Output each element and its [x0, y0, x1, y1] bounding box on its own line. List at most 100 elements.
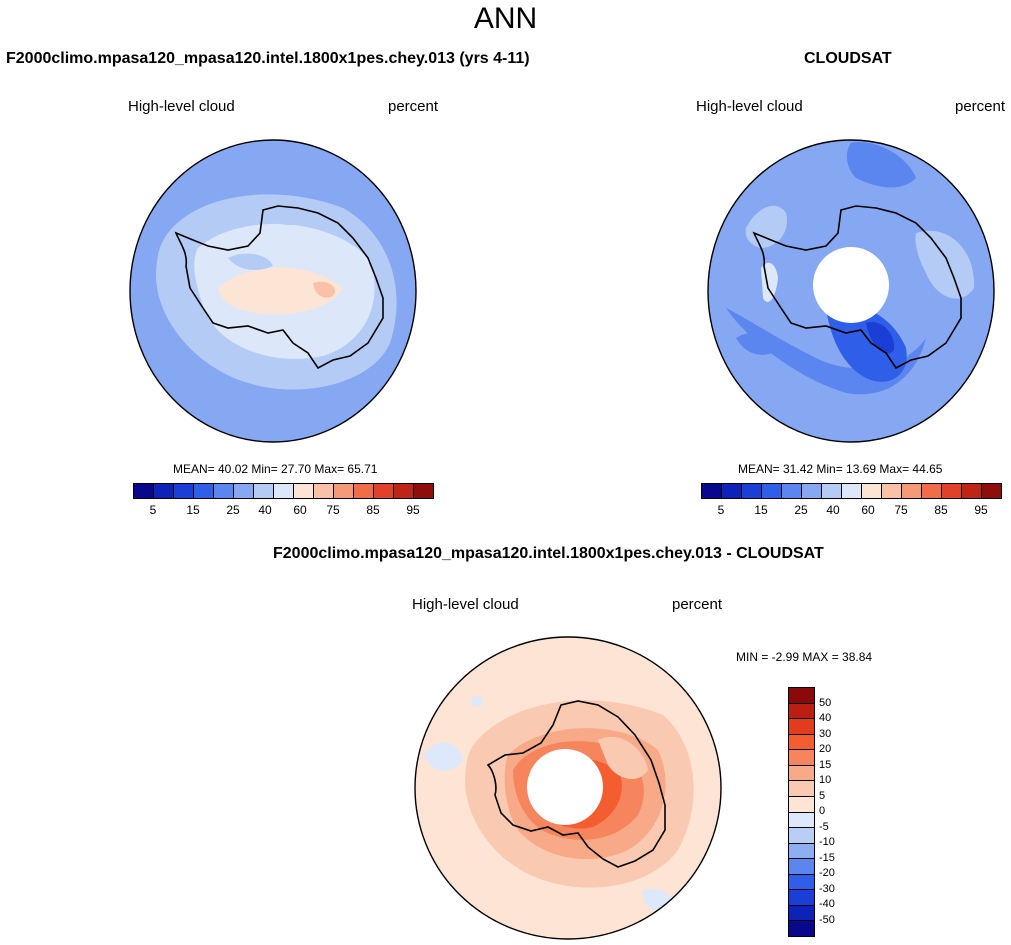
panel-a-colorbar: [133, 483, 434, 499]
cbar-a-tick: 75: [326, 503, 340, 517]
cbar-b-tick: 95: [974, 503, 988, 517]
cbar-b-swatch: [742, 484, 762, 498]
cbar-c-tick: 40: [819, 712, 832, 724]
panel-a-colorbar-ticks: 5 15 25 40 60 75 85 95: [133, 503, 432, 519]
cbar-b-swatch: [942, 484, 962, 498]
panel-c-polar-gap: [527, 749, 603, 825]
cbar-a-tick: 85: [366, 503, 380, 517]
panel-b-min-core: [866, 322, 895, 354]
panel-b-units-label: percent: [955, 98, 1006, 115]
cbar-c-tick: -40: [819, 898, 835, 910]
panel-b-title: CLOUDSAT: [804, 50, 892, 67]
panel-a-antarctica-outline: [174, 205, 384, 370]
cbar-b-swatch: [982, 484, 1001, 498]
cbar-c-tick: 0: [819, 805, 826, 817]
panel-a-low-patch: [228, 253, 273, 270]
panel-b-east-patch: [915, 230, 975, 299]
cbar-b-swatch: [882, 484, 902, 498]
cbar-c-swatch: [789, 890, 814, 906]
panel-b-map: [707, 139, 995, 443]
cbar-b-swatch: [762, 484, 782, 498]
cbar-a-swatch: [234, 484, 254, 498]
cbar-b-swatch: [802, 484, 822, 498]
cbar-a-swatch: [294, 484, 314, 498]
cbar-c-swatch: [789, 781, 814, 797]
cbar-a-tick: 95: [406, 503, 420, 517]
cbar-a-swatch: [214, 484, 234, 498]
cbar-a-swatch: [254, 484, 274, 498]
panel-b-low-patch: [736, 332, 781, 355]
cbar-b-swatch: [722, 484, 742, 498]
cbar-c-swatch: [789, 765, 814, 782]
cbar-b-tick: 75: [894, 503, 908, 517]
cbar-c-swatch: [789, 828, 814, 844]
panel-c-negative-patch: [423, 742, 463, 771]
cbar-c-tick: -15: [819, 852, 835, 864]
cbar-a-swatch: [154, 484, 174, 498]
panel-b-min-region: [826, 304, 907, 382]
cbar-a-swatch: [194, 484, 214, 498]
cbar-c-swatch: [789, 750, 814, 766]
cbar-c-swatch: [789, 734, 814, 751]
cbar-a-swatch: [274, 484, 294, 498]
cbar-c-tick: 50: [819, 697, 832, 709]
panel-c-stats: MIN = -2.99 MAX = 38.84: [736, 650, 873, 664]
cbar-c-swatch: [789, 719, 814, 735]
cbar-a-tick: 40: [258, 503, 272, 517]
cbar-a-tick: 15: [186, 503, 200, 517]
panel-a-map: [129, 139, 417, 443]
cbar-a-swatch: [394, 484, 414, 498]
cbar-b-tick: 5: [717, 503, 725, 517]
cbar-a-swatch: [374, 484, 394, 498]
panel-a-title: F2000climo.mpasa120_mpasa120.intel.1800x…: [6, 50, 530, 67]
panel-b-polar-gap: [813, 247, 889, 323]
cbar-c-tick: 20: [819, 743, 832, 755]
cbar-a-swatch: [354, 484, 374, 498]
cbar-c-tick: -50: [819, 914, 835, 926]
cbar-c-swatch: [789, 812, 814, 829]
cbar-c-swatch: [789, 688, 814, 704]
cbar-b-swatch: [822, 484, 842, 498]
cbar-c-swatch: [789, 796, 814, 813]
cbar-c-swatch: [789, 843, 814, 860]
panel-c-title: F2000climo.mpasa120_mpasa120.intel.1800x…: [273, 545, 824, 562]
cbar-a-tick: 60: [293, 503, 307, 517]
cbar-c-swatch: [789, 874, 814, 891]
panel-b-map-border: [707, 139, 995, 443]
panel-a-map-border: [129, 139, 417, 443]
panel-b-north-patch: [846, 142, 916, 188]
cbar-a-tick: 25: [226, 503, 240, 517]
cbar-c-tick: -10: [819, 836, 835, 848]
main-title: ANN: [473, 2, 538, 35]
cbar-c-tick: 15: [819, 759, 832, 771]
panel-b-antarctica-outline: [752, 205, 962, 370]
cbar-b-swatch: [902, 484, 922, 498]
cbar-a-swatch: [414, 484, 433, 498]
cbar-b-swatch: [702, 484, 722, 498]
panel-c-units-label: percent: [672, 596, 723, 613]
panel-a-stats: MEAN= 40.02 Min= 27.70 Max= 65.71: [173, 462, 378, 476]
cbar-a-swatch: [134, 484, 154, 498]
cbar-a-swatch: [334, 484, 354, 498]
cbar-b-swatch: [922, 484, 942, 498]
cbar-c-tick: -5: [819, 821, 829, 833]
panel-b-colorbar: [701, 483, 1002, 499]
panel-c-east-lower: [598, 736, 648, 780]
panel-c-map: [414, 636, 722, 940]
panel-c-colorbar-ticks: 50 40 30 20 15 10 5 0 -5 -10 -15 -20 -30…: [819, 687, 859, 937]
panel-c-negative-patch-3: [471, 695, 483, 707]
panel-c-variable-label: High-level cloud: [412, 596, 519, 613]
cbar-c-swatch: [789, 703, 814, 720]
cbar-c-swatch: [789, 859, 814, 875]
panel-c-colorbar: [788, 687, 815, 937]
cbar-b-swatch: [842, 484, 862, 498]
panel-a-max-patch: [313, 281, 336, 298]
cbar-b-tick: 25: [794, 503, 808, 517]
cbar-b-swatch: [962, 484, 982, 498]
cbar-b-tick: 15: [754, 503, 768, 517]
cbar-c-tick: 30: [819, 728, 832, 740]
cbar-b-tick: 40: [826, 503, 840, 517]
cbar-c-tick: -20: [819, 867, 835, 879]
cbar-c-swatch: [789, 921, 814, 936]
cbar-c-tick: 5: [819, 790, 826, 802]
